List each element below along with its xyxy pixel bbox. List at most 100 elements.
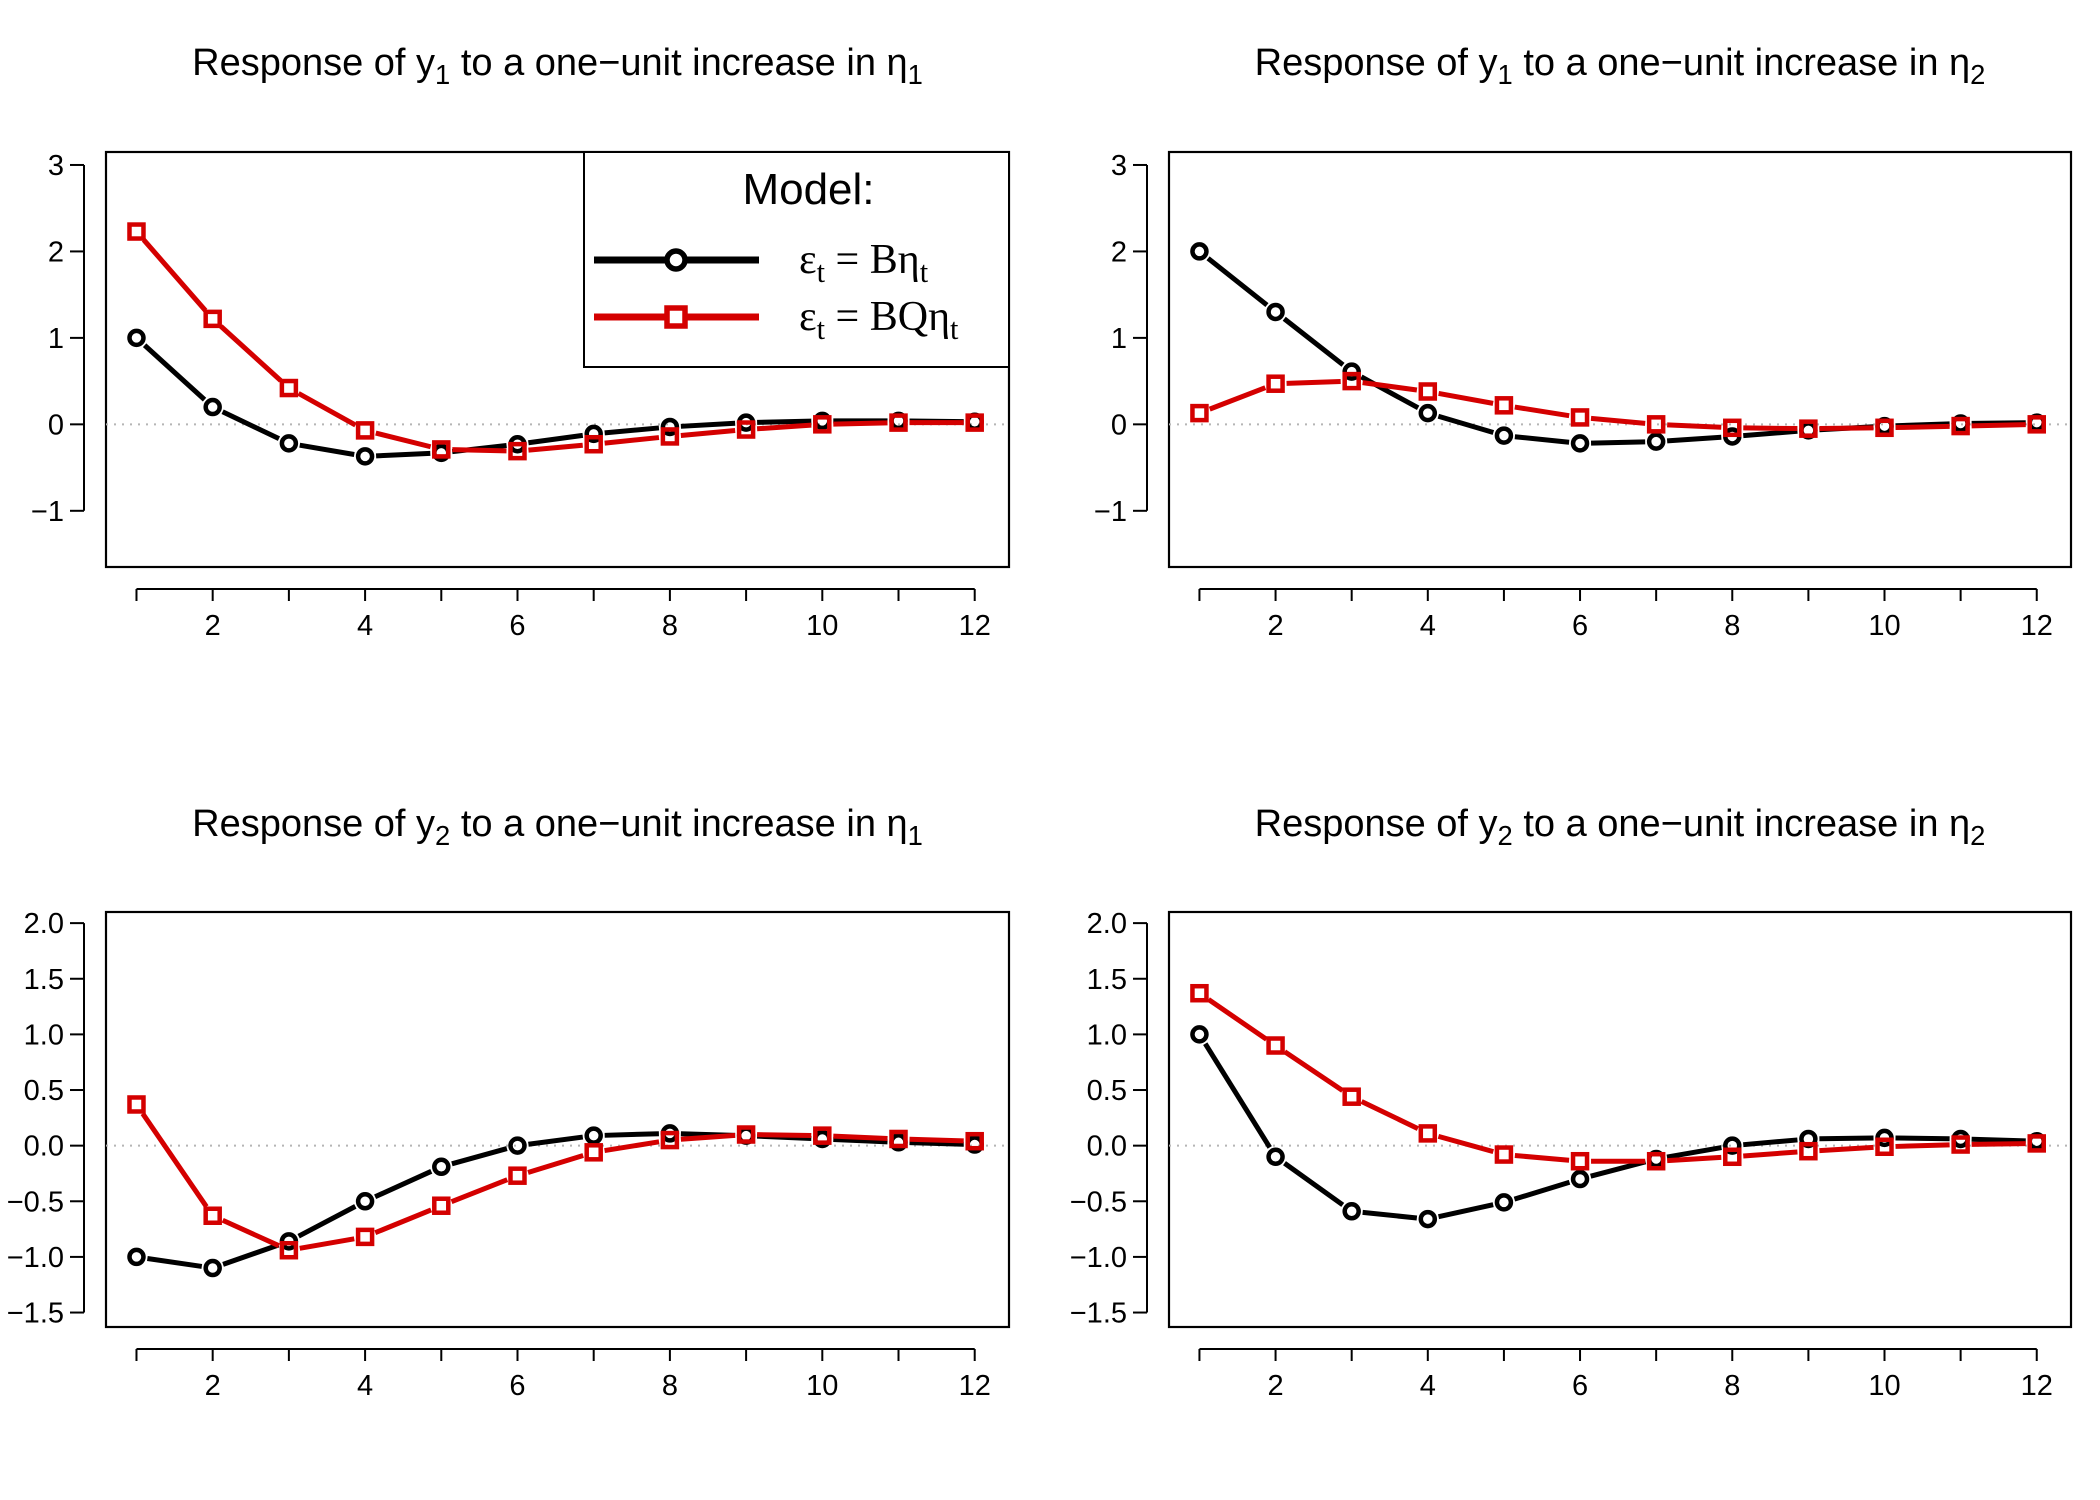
series-line-segment <box>1743 1149 1798 1159</box>
x-tick-label: 8 <box>662 610 678 642</box>
series-line-segment <box>1206 256 1269 308</box>
series-line-segment <box>299 442 355 457</box>
series-line-segment <box>833 1133 888 1141</box>
series-line-segment <box>1514 1153 1570 1163</box>
legend-label: εt​ = Bηt​ <box>799 237 929 289</box>
series-line-segment <box>1438 390 1494 406</box>
series-line-segment <box>147 1256 203 1269</box>
series-line-segment <box>1286 378 1341 386</box>
series-line-segment <box>1283 1049 1344 1093</box>
data-point-circle <box>355 447 375 466</box>
series-line-segment <box>604 1139 660 1154</box>
x-tick-label: 10 <box>1868 610 1900 642</box>
panel-title: Response of y2​ to a one−unit increase i… <box>1255 803 1986 851</box>
series-line-segment <box>909 1136 964 1144</box>
panel-title: Response of y1​ to a one−unit increase i… <box>1255 42 1986 90</box>
y-axis: −1 0 1 2 3 <box>31 150 85 528</box>
series-black-circle <box>127 1124 984 1278</box>
data-point-circle <box>1494 1193 1514 1212</box>
series-line-segment <box>375 450 431 459</box>
panel-1: Response of y1​ to a one−unit increase i… <box>31 42 1011 642</box>
data-point-square <box>813 1126 832 1145</box>
series-line-segment <box>450 1177 509 1205</box>
data-point-circle <box>203 397 222 417</box>
series-line-segment <box>1971 1136 2026 1144</box>
data-point-square <box>1190 983 1209 1003</box>
x-tick-label: 8 <box>662 1370 678 1402</box>
series-line-segment <box>1743 1137 1798 1148</box>
series-line-segment <box>833 1136 888 1145</box>
series-line-segment <box>221 409 281 441</box>
series-red-square <box>1190 371 2046 438</box>
y-tick-label: −1.0 <box>1070 1242 1127 1274</box>
series-line-segment <box>1590 1159 1647 1179</box>
series-line-segment <box>219 324 283 383</box>
panel-4: Response of y2​ to a one−unit increase i… <box>1070 803 2073 1402</box>
x-tick-label: 10 <box>1868 1370 1900 1402</box>
series-line-segment <box>757 418 812 425</box>
plot-frame <box>1167 910 2073 1329</box>
data-point-circle <box>508 1136 527 1155</box>
y-tick-label: 0 <box>48 409 64 441</box>
y-tick-label: −1.5 <box>7 1298 64 1330</box>
data-point-square <box>508 1166 527 1185</box>
y-tick-label: −1 <box>1094 496 1127 528</box>
data-point-square <box>1494 396 1514 415</box>
series-red-square <box>127 1095 984 1260</box>
panel-3: Response of y2​ to a one−unit increase i… <box>7 803 1011 1402</box>
data-point-square <box>1266 374 1285 393</box>
series-line-segment <box>1666 434 1722 444</box>
series-line-segment <box>1437 1133 1494 1155</box>
data-point-circle <box>1494 426 1514 445</box>
x-tick-label: 4 <box>1420 610 1436 642</box>
y-tick-label: 0.0 <box>1087 1131 1127 1163</box>
x-tick-label: 10 <box>806 1370 838 1402</box>
series-line-segment <box>1362 380 1418 393</box>
series-line-segment <box>528 432 584 446</box>
y-axis: −1 0 1 2 3 <box>1094 150 1148 528</box>
x-tick-label: 6 <box>509 610 525 642</box>
data-point-square <box>508 441 527 461</box>
y-tick-label: 3 <box>1111 150 1127 182</box>
data-point-square <box>1723 1147 1742 1167</box>
series-line-segment <box>1203 1042 1272 1149</box>
data-point-circle <box>1418 403 1438 423</box>
data-point-square <box>813 415 832 434</box>
y-tick-label: 1.0 <box>1087 1019 1127 1051</box>
series-line-segment <box>1360 1099 1419 1131</box>
plot-frame <box>104 910 1011 1329</box>
y-tick-label: −1.5 <box>1070 1298 1127 1330</box>
x-tick-label: 8 <box>1724 1370 1740 1402</box>
series-red-square <box>127 222 984 461</box>
data-point-square <box>432 440 451 459</box>
y-tick-label: 0.5 <box>1087 1075 1127 1107</box>
x-tick-label: 2 <box>205 1370 221 1402</box>
series-line-segment <box>1819 1144 1874 1154</box>
data-point-circle <box>584 424 603 444</box>
data-point-square <box>1342 1087 1361 1106</box>
series-line-segment <box>1666 1145 1722 1160</box>
series-line-segment <box>756 422 812 432</box>
data-point-square <box>279 1240 299 1260</box>
series-line-segment <box>1514 434 1570 445</box>
data-point-circle <box>355 1192 375 1211</box>
series-line-segment <box>140 1112 209 1209</box>
series-line-segment <box>528 442 583 453</box>
series-line-segment <box>1666 1154 1722 1164</box>
x-tick-label: 2 <box>205 610 221 642</box>
x-axis: 2 4 6 8 10 12 <box>1198 1348 2053 1402</box>
series-line-segment <box>221 1217 280 1248</box>
data-point-square <box>2027 415 2046 434</box>
data-point-square <box>1646 1151 1666 1171</box>
x-axis: 2 4 6 8 10 12 <box>1198 588 2053 642</box>
data-point-square <box>203 309 222 329</box>
data-point-circle <box>584 1126 603 1145</box>
data-point-circle <box>1570 434 1590 453</box>
data-point-square <box>1723 418 1742 438</box>
data-point-square <box>127 1095 146 1114</box>
data-point-square <box>1875 418 1894 438</box>
data-point-square <box>1494 1145 1514 1164</box>
data-point-circle <box>203 1258 222 1278</box>
data-point-square <box>736 1125 756 1144</box>
data-point-square <box>1266 1036 1285 1055</box>
